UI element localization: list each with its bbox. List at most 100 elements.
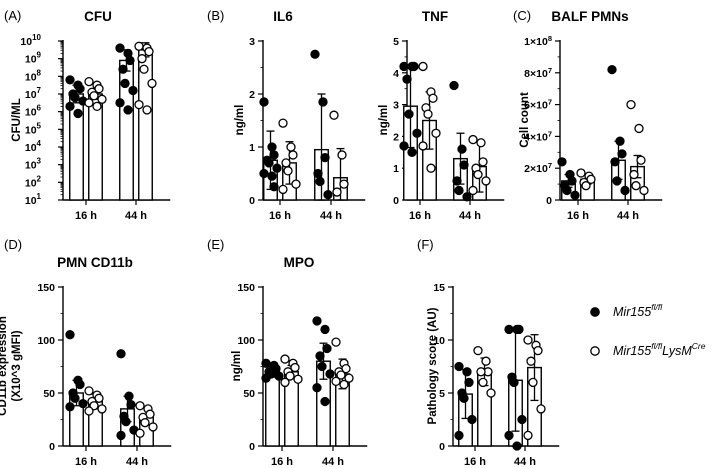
x-tick-label: 44 h [617,210,639,222]
y-tick-label: 50 [43,388,55,400]
data-point [78,398,88,409]
legend-marker-filled [590,307,600,317]
data-point [134,41,144,51]
data-point [140,418,150,428]
data-point [459,393,469,403]
data-point [283,166,293,176]
y-tick-label: 0 [393,195,399,207]
data-point [481,356,491,366]
data-point [428,93,438,103]
chart-title: CFU [84,9,112,24]
data-point [65,101,75,112]
data-point [115,98,125,108]
data-point [399,141,409,151]
y-tick-label: 150 [237,282,255,294]
data-point [322,343,332,354]
data-point [286,142,296,152]
y-tick-label: 5 [439,388,445,400]
x-tick-label: 16 h [464,456,486,468]
data-point [291,179,301,189]
data-point [610,157,620,167]
data-point [423,109,433,119]
data-point [478,157,488,167]
data-point [290,362,300,373]
y-tick-label: 8×107 [524,66,552,80]
y-tick-label: 109 [25,51,42,66]
data-point [312,383,322,393]
y-tick-label: 106 [25,104,42,119]
data-point [293,374,303,384]
data-point [325,369,335,379]
data-point [418,141,428,151]
data-point [514,324,524,335]
y-tick-label: 2 [393,131,399,143]
x-tick-label: 16 h [75,210,97,222]
data-point [331,337,341,347]
data-point [280,354,290,364]
data-point [125,55,135,66]
x-tick-label: 16 h [567,210,589,222]
data-point [84,386,94,396]
data-point [468,185,478,196]
chart-title: BALF PMNs [551,9,628,24]
data-point [557,157,567,167]
data-point [315,351,325,361]
data-point [337,150,347,160]
data-point [462,192,472,202]
y-tick-label: 1 [393,163,399,175]
data-point [128,85,138,96]
x-tick-label: 44 h [514,456,536,468]
x-tick-label: 44 h [322,456,344,468]
data-point [570,190,580,200]
data-point [116,430,126,441]
data-point [116,349,126,359]
bar [265,371,280,447]
y-tick-label: 0 [546,195,552,207]
data-point [528,377,538,388]
data-point [454,361,464,372]
x-tick-label: 44 h [459,210,481,222]
x-tick-label: 44 h [126,456,148,468]
y-tick-label: 50 [243,388,255,400]
chart-panel-2: (B) IL6 ng/ml 0 1 2 3 16 h 44 h [207,8,366,222]
data-point [467,414,477,425]
data-point [315,176,325,187]
data-point [318,97,328,107]
y-tick-label: 101 [25,192,42,207]
x-tick-label: 16 h [409,210,431,222]
data-point [339,179,349,189]
legend-marker-open [590,346,600,356]
data-point [70,92,80,103]
chart-panel-3: TNF ng/ml 0 1 2 3 4 5 16 h 44 h [378,9,505,222]
data-point [92,101,102,112]
y-axis-label: CD11b expression (X10^3 gMFI) [0,316,23,416]
legend-label-2: Mir155fl/flLysMCre [613,341,706,358]
y-tick-label: 3 [249,36,255,48]
data-point [339,379,349,390]
y-tick-label: 102 [25,174,42,189]
data-point [634,123,644,134]
data-point [147,78,157,89]
data-point [457,144,467,154]
y-axis-label: Pathology score (AU) [427,307,439,424]
legend: Mir155fl/fl Mir155fl/flLysMCre [590,302,706,358]
panel-letter: (A) [4,8,21,23]
data-point [274,371,284,381]
data-point [142,105,152,115]
data-point [402,74,412,84]
data-point [264,158,274,168]
y-tick-label: 5 [393,36,399,48]
chart-panel-4: (C) BALF PMNs Cell count 0 2×107 4×107 6×107 8×… [513,8,663,222]
data-point [320,152,330,163]
y-tick-label: 1×108 [524,34,552,48]
legend-label-1: Mir155fl/fl [613,302,663,319]
y-tick-label: 108 [25,68,42,83]
data-point [399,61,409,72]
data-point [636,155,646,165]
data-point [144,46,154,57]
data-point [332,187,342,197]
data-point [89,91,99,101]
data-point [404,109,414,119]
data-point [124,391,134,401]
